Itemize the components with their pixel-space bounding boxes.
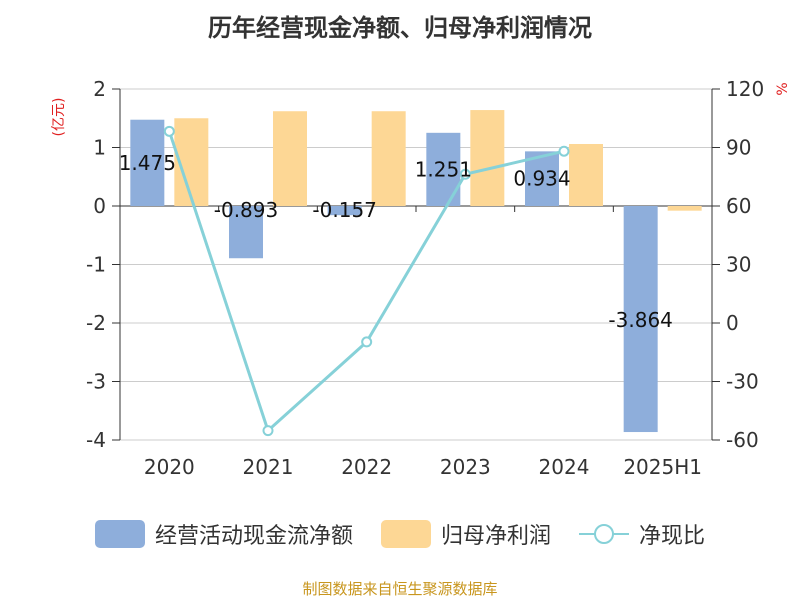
y-right-unit: %: [775, 82, 791, 95]
data-label-cashflow: 1.475: [119, 151, 176, 175]
y-left-unit: (亿元): [51, 98, 67, 137]
source-note: 制图数据来自恒生聚源数据库: [302, 580, 498, 598]
y-left-tick-label: 0: [93, 194, 106, 218]
y-right-tick-label: 60: [726, 194, 751, 218]
y-left-tick-label: -2: [86, 311, 106, 335]
x-tick-label: 2021: [243, 455, 294, 479]
data-label-cashflow: -3.864: [608, 308, 672, 332]
point-ratio: [262, 425, 274, 437]
legend-label-ratio: 净现比: [639, 524, 706, 549]
bar-netprofit: [667, 206, 702, 211]
bar-cashflow: [327, 206, 362, 216]
x-tick-label: 2023: [440, 455, 491, 479]
data-label-cashflow: -0.893: [214, 198, 278, 222]
legend: 经营活动现金流净额 归母净利润 净现比: [0, 518, 800, 550]
x-tick-label: 2020: [144, 455, 195, 479]
y-left-tick-label: -1: [86, 253, 106, 277]
data-label-cashflow: 1.251: [415, 157, 472, 181]
legend-label-netprofit: 归母净利润: [440, 524, 551, 549]
y-right-tick-label: 0: [726, 311, 739, 335]
bar-netprofit: [470, 110, 505, 206]
x-tick-label: 2025H1: [623, 455, 702, 479]
point-ratio: [459, 168, 471, 180]
legend-label-cashflow: 经营活动现金流净额: [154, 524, 353, 549]
bar-cashflow: [229, 206, 263, 259]
data-label-cashflow: 0.934: [513, 167, 570, 191]
chart-title: 历年经营现金净额、归母净利润情况: [208, 14, 592, 42]
data-label-cashflow: -0.157: [312, 198, 376, 222]
y-right-tick-label: 120: [726, 77, 764, 101]
bar-netprofit: [569, 143, 603, 206]
point-ratio: [361, 336, 373, 348]
bar-cashflow: [130, 119, 165, 206]
legend-item-cashflow[interactable]: 经营活动现金流净额: [94, 518, 353, 550]
legend-item-netprofit[interactable]: 归母净利润: [380, 518, 551, 550]
bar-netprofit: [371, 111, 406, 206]
legend-item-ratio[interactable]: 净现比: [579, 518, 705, 550]
y-left-tick-label: 1: [93, 136, 106, 160]
line-ratio: [167, 130, 565, 434]
legend-swatch-netprofit: [380, 520, 431, 548]
y-right-tick-label: -30: [726, 370, 759, 394]
bar-cashflow: [623, 206, 658, 433]
legend-swatch-cashflow: [94, 520, 145, 548]
y-left-tick-label: -3: [86, 370, 106, 394]
y-left-tick-label: 2: [93, 77, 106, 101]
y-left-tick-label: -4: [86, 428, 106, 452]
bar-netprofit: [273, 111, 307, 206]
point-ratio: [558, 145, 570, 157]
legend-swatch-ratio: [579, 524, 629, 544]
x-tick-label: 2024: [539, 455, 590, 479]
y-right-tick-label: 90: [726, 136, 751, 160]
point-ratio: [163, 125, 175, 137]
x-tick-label: 2022: [341, 455, 392, 479]
y-right-tick-label: -60: [726, 428, 759, 452]
y-right-tick-label: 30: [726, 253, 751, 277]
